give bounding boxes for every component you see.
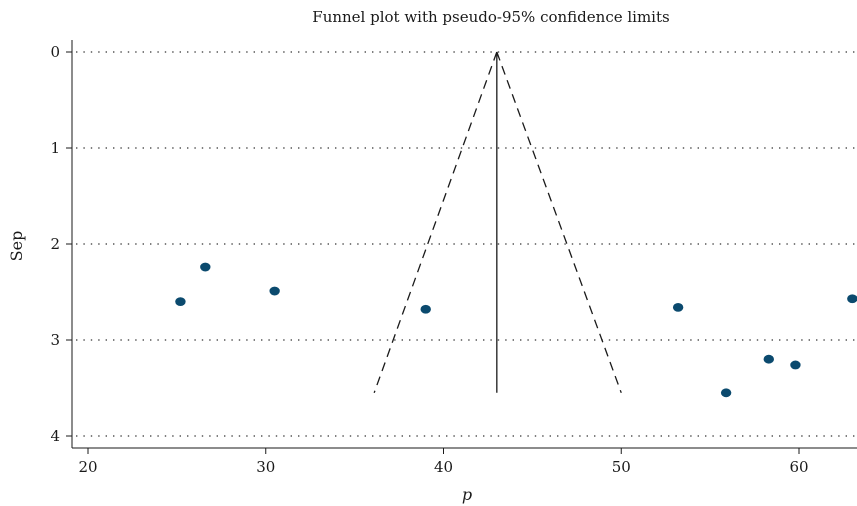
y-ticks: 0 1 2 3 4: [50, 43, 72, 445]
funnel-lines: [373, 51, 622, 394]
study-points: [175, 262, 857, 398]
y-tick-label-0: 0: [50, 43, 60, 61]
x-ticks: 20 30 40 50 60: [78, 448, 809, 476]
gridlines: [76, 51, 857, 437]
data-point-8: [847, 294, 857, 304]
upper-confidence-limit: [496, 51, 622, 394]
x-tick-label-3: 50: [612, 458, 631, 476]
x-tick-label-4: 60: [789, 458, 808, 476]
x-tick-label-1: 30: [256, 458, 275, 476]
y-axis-label: Sep: [7, 231, 26, 262]
x-tick-label-2: 40: [434, 458, 453, 476]
data-point-6: [763, 354, 774, 364]
data-point-4: [672, 302, 684, 312]
y-tick-label-3: 3: [50, 331, 60, 349]
y-tick-label-4: 4: [50, 427, 60, 445]
lower-confidence-limit: [373, 51, 498, 394]
y-tick-label-1: 1: [50, 139, 60, 157]
chart-title: Funnel plot with pseudo-95% confidence l…: [312, 8, 669, 26]
x-axis-label: p: [462, 485, 472, 504]
data-point-0: [175, 297, 186, 306]
y-tick-label-2: 2: [50, 235, 60, 253]
data-point-2: [269, 286, 280, 296]
data-point-5: [720, 388, 732, 398]
axes: [71, 40, 857, 449]
data-point-7: [790, 360, 801, 370]
data-point-3: [420, 304, 431, 314]
data-point-1: [200, 262, 211, 272]
x-tick-label-0: 20: [78, 458, 97, 476]
